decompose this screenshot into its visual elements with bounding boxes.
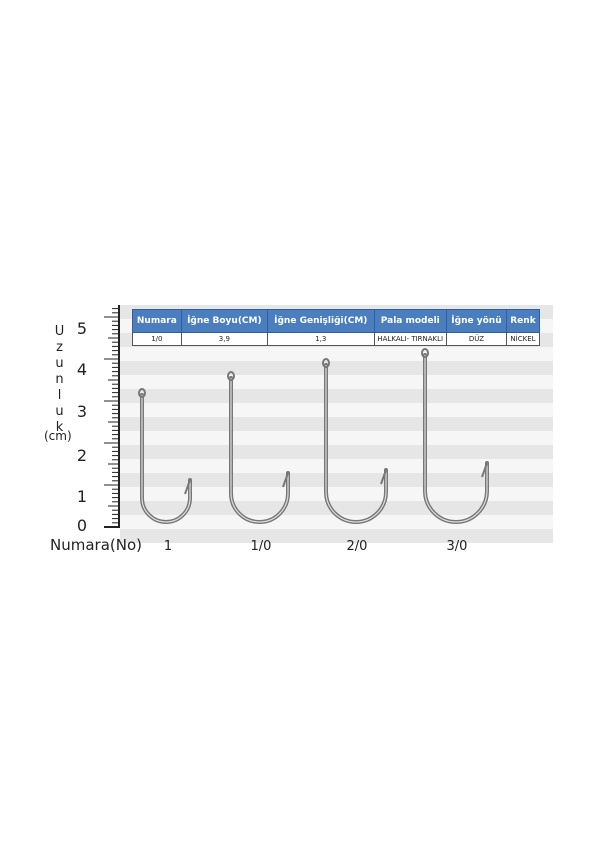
stripe [120,361,553,375]
data-row: 1/0 3,9 1,3 HALKALI- TIRNAKLI DÜZ NİCKEL [132,332,541,346]
hook-highlight [424,355,488,523]
hook-eye [421,348,429,358]
stripe [120,529,553,543]
hook-eye [322,358,330,368]
stripe [120,417,553,431]
data-cell: NİCKEL [505,332,541,346]
header-row: Numara İğne Boyu(CM) İğne Genişliği(CM) Pal… [132,309,541,333]
ruler-label: 5 [77,319,87,338]
ruler-label: 4 [77,360,87,379]
hook-eye [138,388,146,398]
hook-barb [380,469,387,485]
stripe [120,473,553,487]
spec-table: Numara İğne Boyu(CM) İğne Genişliği(CM) Pal… [132,309,541,346]
data-cell: 1,3 [266,332,375,346]
header-cell: İğne Boyu(CM) [180,309,268,333]
axis-label: Uzunluk [52,324,67,436]
stripe [120,459,553,473]
ruler-label: 0 [77,516,87,535]
header-cell: Pala modeli [373,309,447,333]
hook-highlight [141,395,191,523]
hook-highlight [325,365,387,523]
sizes-title: Numara(No) [50,536,142,554]
hook-barb [184,479,191,495]
hook-barb [282,472,289,488]
ruler-label: 2 [77,446,87,465]
hook-highlight [230,378,289,523]
size-label: 2/0 [347,539,368,554]
stripe [120,445,553,459]
header-cell: İğne Genişliği(CM) [266,309,375,333]
stripe [120,389,553,403]
stripe [120,487,553,501]
data-cell: 3,9 [180,332,268,346]
stripe [120,501,553,515]
stripe [120,403,553,417]
hook-eye [227,371,235,381]
stripe [120,375,553,389]
header-cell: Renk [505,309,541,333]
ruler-label: 1 [77,487,87,506]
data-cell: 1/0 [132,332,182,346]
axis-unit: (cm) [44,429,72,443]
size-label: 3/0 [447,539,468,554]
stripe [120,431,553,445]
ruler-label: 3 [77,402,87,421]
data-cell: HALKALI- TIRNAKLI [373,332,447,346]
size-label: 1 [164,539,172,554]
header-cell: İğne yönü [445,309,507,333]
hook-barb [481,462,488,478]
header-cell: Numara [132,309,182,333]
data-cell: DÜZ [445,332,507,346]
size-label: 1/0 [251,539,272,554]
stripe [120,347,553,361]
